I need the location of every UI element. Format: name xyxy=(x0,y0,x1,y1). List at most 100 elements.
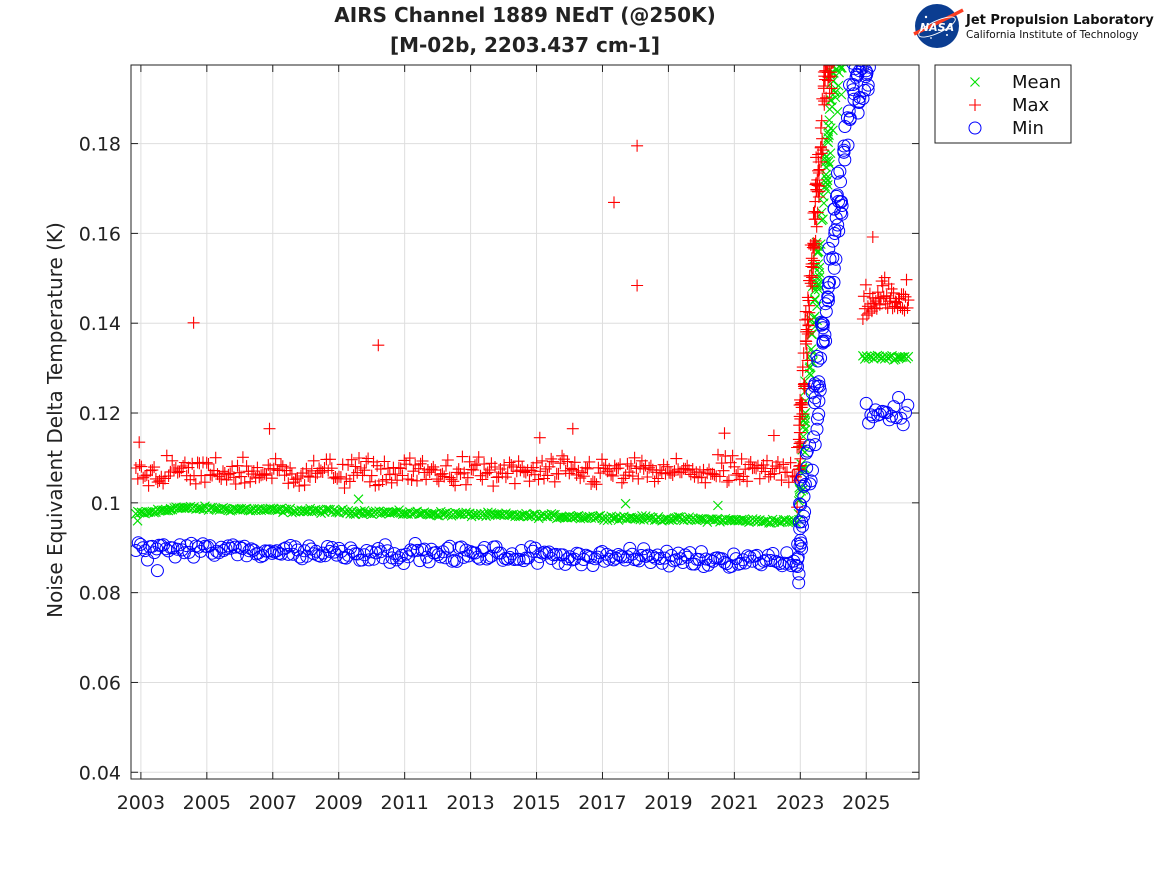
mean-point xyxy=(835,35,844,44)
max-point-outlier xyxy=(187,316,200,329)
mean-point-outlier xyxy=(713,500,723,511)
mean-point xyxy=(332,507,343,517)
mean-point xyxy=(835,65,845,66)
min-point xyxy=(829,252,843,266)
max-point xyxy=(799,313,812,326)
max-point xyxy=(882,278,895,290)
mean-point xyxy=(828,47,837,56)
mean-point-outlier xyxy=(620,498,631,509)
min-point xyxy=(826,251,840,265)
min-point xyxy=(175,543,189,557)
max-point xyxy=(794,412,807,425)
min-point xyxy=(854,47,866,59)
max-point xyxy=(805,258,818,270)
max-point xyxy=(438,470,451,483)
min-point xyxy=(842,104,856,118)
mean-point xyxy=(218,502,229,513)
min-point xyxy=(131,536,145,550)
max-point xyxy=(873,298,886,311)
min-point xyxy=(812,394,826,408)
max-point xyxy=(481,466,494,479)
mean-point xyxy=(824,115,835,125)
max-point xyxy=(792,433,805,446)
min-point xyxy=(805,386,819,400)
max-point xyxy=(483,464,496,476)
max-point xyxy=(545,452,558,465)
max-point xyxy=(532,473,545,486)
max-point xyxy=(220,473,233,486)
min-point xyxy=(850,67,864,81)
min-point xyxy=(858,65,864,66)
max-point xyxy=(217,465,229,478)
min-point xyxy=(834,175,847,189)
min-point xyxy=(859,396,873,410)
min-point xyxy=(816,336,830,350)
max-point xyxy=(258,467,271,480)
max-point xyxy=(722,474,735,487)
min-point xyxy=(848,65,862,76)
min-point xyxy=(593,546,607,560)
max-point xyxy=(568,456,581,469)
max-point xyxy=(226,460,239,473)
max-point xyxy=(293,480,306,492)
min-point xyxy=(422,555,436,569)
min-point xyxy=(641,548,655,562)
max-point xyxy=(825,43,837,55)
max-point xyxy=(209,451,222,464)
max-point xyxy=(826,38,838,50)
x-tick-label: 2015 xyxy=(512,792,560,814)
min-point xyxy=(855,21,867,33)
mean-point xyxy=(837,65,847,73)
max-point xyxy=(556,449,569,462)
min-point xyxy=(210,544,224,558)
max-point xyxy=(530,456,543,469)
mean-point xyxy=(830,43,839,52)
max-point xyxy=(799,334,812,347)
min-point xyxy=(586,559,600,572)
mean-point xyxy=(837,65,848,67)
max-point xyxy=(590,478,603,491)
min-point xyxy=(823,252,837,266)
max-point xyxy=(260,469,273,482)
max-point xyxy=(872,291,885,304)
x-tick-label: 2007 xyxy=(249,792,297,814)
mean-point xyxy=(684,512,695,522)
max-point xyxy=(592,461,605,474)
max-point xyxy=(469,459,481,472)
min-point xyxy=(417,542,431,556)
max-point xyxy=(815,155,827,168)
mean-point xyxy=(834,42,843,51)
min-point xyxy=(667,554,681,568)
min-point xyxy=(789,558,803,572)
min-point xyxy=(853,51,865,63)
max-point xyxy=(721,476,734,488)
mean-point xyxy=(832,107,843,117)
min-point xyxy=(374,545,388,559)
max-point-outlier xyxy=(631,139,644,152)
min-point xyxy=(766,547,780,560)
min-point xyxy=(810,349,824,363)
min-point xyxy=(793,522,807,536)
max-point xyxy=(405,474,418,486)
max-point xyxy=(708,468,721,481)
max-point xyxy=(441,454,454,466)
max-point xyxy=(269,452,282,465)
max-point xyxy=(902,294,915,307)
min-point xyxy=(821,294,835,308)
mean-point xyxy=(644,512,655,523)
max-point xyxy=(670,452,683,465)
mean-point xyxy=(831,46,840,55)
y-tick-label: 0.18 xyxy=(79,134,121,156)
mean-point xyxy=(180,503,190,513)
min-point xyxy=(827,202,841,216)
max-point xyxy=(804,277,817,290)
min-point xyxy=(821,291,835,305)
max-point xyxy=(898,304,911,317)
max-point xyxy=(811,206,824,219)
max-point xyxy=(284,461,297,474)
max-point xyxy=(142,479,155,492)
max-point-outlier xyxy=(133,436,146,449)
min-point xyxy=(795,542,809,556)
max-point xyxy=(816,132,829,145)
mean-point xyxy=(455,509,466,520)
